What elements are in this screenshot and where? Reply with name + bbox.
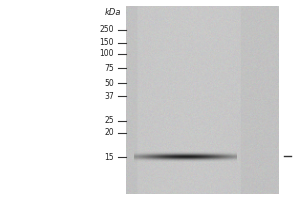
Text: kDa: kDa [105, 8, 122, 17]
Text: 20: 20 [104, 128, 114, 137]
Text: 150: 150 [100, 38, 114, 47]
Text: 250: 250 [100, 25, 114, 34]
Text: 50: 50 [104, 79, 114, 88]
Text: 37: 37 [104, 92, 114, 101]
Text: 100: 100 [100, 49, 114, 58]
Text: 25: 25 [104, 116, 114, 125]
Text: 15: 15 [104, 153, 114, 162]
Text: 75: 75 [104, 64, 114, 73]
